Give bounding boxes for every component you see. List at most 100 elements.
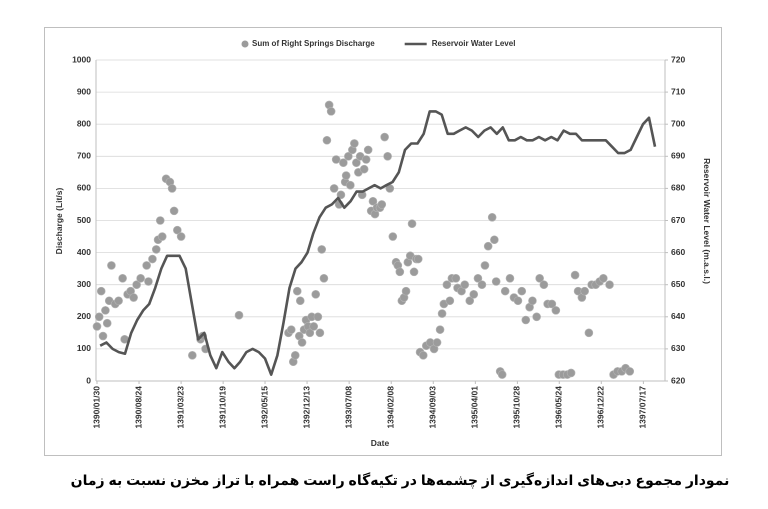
scatter-point xyxy=(292,286,302,296)
x-tick-label: 1397/07/17 xyxy=(638,386,648,429)
scatter-point xyxy=(465,296,475,306)
scatter-point xyxy=(136,273,145,283)
scatter-point xyxy=(155,216,165,225)
scatter-point xyxy=(309,322,319,331)
scatter-point xyxy=(329,184,339,193)
scatter-point xyxy=(352,158,361,168)
scatter-point xyxy=(169,206,179,216)
scatter-point xyxy=(326,107,336,116)
scatter-point xyxy=(505,273,515,283)
scatter-point xyxy=(344,152,353,161)
y-tick-label: 800 xyxy=(77,118,91,128)
x-tick-label: 1396/12/22 xyxy=(596,386,606,429)
y2-tick-label: 670 xyxy=(671,215,685,225)
y2-tick-label: 710 xyxy=(671,86,685,96)
scatter-point xyxy=(94,312,104,322)
scatter-point xyxy=(570,270,580,280)
y-tick-label: 200 xyxy=(77,311,91,321)
scatter-point xyxy=(418,351,428,360)
x-tick-label: 1392/05/15 xyxy=(259,386,269,429)
scatter-point xyxy=(167,184,177,193)
caption: نمودار مجموع دبی‌های اندازه‌گیری از چشمه… xyxy=(71,472,730,489)
scatter-point xyxy=(442,280,452,290)
y2-tick-label: 660 xyxy=(671,247,685,257)
scatter-point xyxy=(176,232,186,241)
scatter-point xyxy=(144,277,153,286)
scatter-point xyxy=(551,306,561,315)
scatter-point xyxy=(513,296,523,306)
y-tick-label: 300 xyxy=(77,279,91,289)
scatter-point xyxy=(107,261,116,270)
x-tick-label: 1391/10/19 xyxy=(217,386,227,429)
legend-label: Reservoir Water Level xyxy=(432,39,516,48)
scatter-point xyxy=(480,261,490,270)
scatter-point xyxy=(584,328,594,338)
scatter-point xyxy=(317,245,327,254)
scatter-point xyxy=(286,325,296,334)
legend-marker xyxy=(241,40,249,48)
x-tick-label: 1390/01/30 xyxy=(91,386,101,429)
scatter-point xyxy=(132,280,141,290)
scatter-point xyxy=(435,325,445,334)
y2-tick-label: 650 xyxy=(671,279,685,289)
scatter-point xyxy=(311,290,321,299)
scatter-point xyxy=(547,299,557,309)
x-tick-label: 1391/03/23 xyxy=(175,386,185,429)
scatter-point xyxy=(114,296,123,306)
y-tick-label: 500 xyxy=(77,215,91,225)
y2-tick-label: 640 xyxy=(671,311,685,321)
scatter-point xyxy=(148,254,157,264)
y2-tick-label: 680 xyxy=(671,183,685,193)
y2-tick-label: 720 xyxy=(671,54,685,64)
scatter-point xyxy=(377,200,387,209)
scatter-point xyxy=(151,245,161,254)
scatter-point xyxy=(409,267,419,277)
y-tick-label: 700 xyxy=(77,151,91,161)
scatter-point xyxy=(346,180,355,190)
scatter-point xyxy=(118,273,127,283)
scatter-point xyxy=(173,225,182,235)
scatter-point xyxy=(315,328,325,338)
scatter-point xyxy=(599,273,608,283)
scatter-point xyxy=(625,367,635,376)
scatter-point xyxy=(487,212,497,222)
scatter-point xyxy=(483,241,493,251)
scatter-point xyxy=(129,293,138,302)
x-tick-label: 1390/08/24 xyxy=(133,386,143,429)
scatter-point xyxy=(539,280,549,290)
y2-tick-label: 630 xyxy=(671,343,685,353)
scatter-point xyxy=(350,139,359,148)
scatter-point xyxy=(101,306,110,315)
scatter-point xyxy=(331,155,341,164)
scatter-point xyxy=(157,232,167,241)
y-tick-label: 900 xyxy=(77,86,91,96)
y2-axis-title: Reservoir Water Level (m.a.s.l.) xyxy=(702,158,712,284)
x-axis-title: Date xyxy=(371,438,390,448)
scatter-point xyxy=(234,310,244,320)
y2-tick-label: 700 xyxy=(671,118,685,128)
scatter-point xyxy=(359,164,369,174)
scatter-point xyxy=(380,132,389,142)
scatter-point xyxy=(473,273,483,283)
y-tick-label: 1000 xyxy=(72,54,91,64)
scatter-point xyxy=(500,286,510,296)
scatter-point xyxy=(432,338,442,347)
scatter-point xyxy=(491,277,501,286)
scatter-point xyxy=(521,315,531,325)
scatter-point xyxy=(451,273,461,283)
scatter-point xyxy=(477,280,487,290)
x-tick-label: 1395/04/01 xyxy=(470,386,480,429)
scatter-point xyxy=(460,280,470,290)
scatter-point xyxy=(490,235,499,245)
scatter-point xyxy=(413,254,423,264)
x-tick-label: 1396/05/24 xyxy=(554,386,564,429)
level-line xyxy=(99,110,657,376)
scatter-point xyxy=(361,155,371,164)
scatter-point xyxy=(445,296,455,306)
scatter-point xyxy=(535,273,544,283)
x-tick-label: 1395/10/28 xyxy=(512,386,522,429)
scatter-point xyxy=(142,261,151,270)
y-tick-label: 400 xyxy=(77,247,91,257)
